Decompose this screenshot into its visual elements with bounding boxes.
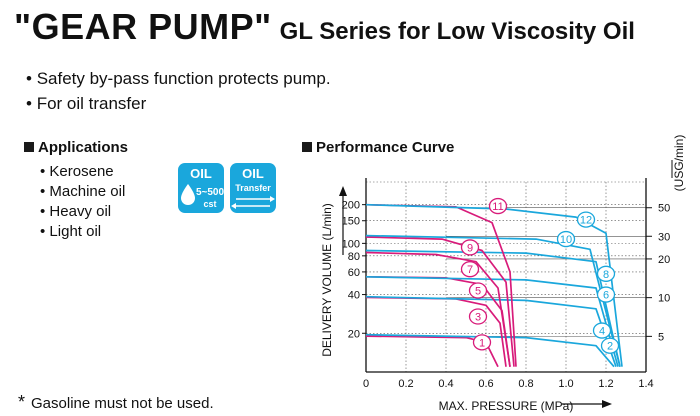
curve-label-6: 6 <box>603 290 609 302</box>
x-tick-label: 1.0 <box>558 378 573 390</box>
chart-axes: 0 0.2 0.4 0.6 0.8 1.0 1.2 1.4204060801001502005… <box>339 160 673 408</box>
y-tick-label: 80 <box>348 251 360 263</box>
curve-label-circle-6 <box>596 286 616 303</box>
applications-list: Kerosene Machine oil Heavy oil Light oil <box>40 162 125 242</box>
y2-tick-label: 20 <box>658 254 670 266</box>
curve-label-circle-12 <box>576 211 596 228</box>
application-item: Heavy oil <box>40 202 125 222</box>
curve-label-4: 4 <box>599 326 605 338</box>
feature-item: Safety by-pass function protects pump. <box>26 66 331 91</box>
curve-label-circle-8 <box>596 265 616 282</box>
x-tick-label: 0.8 <box>518 378 533 390</box>
curve-label-2: 2 <box>607 341 613 353</box>
series-line-5 <box>365 275 511 367</box>
y-tick-label: 60 <box>348 267 360 279</box>
application-item: Kerosene <box>40 162 125 182</box>
curve-label-circle-11 <box>488 197 508 215</box>
series-line-11 <box>365 203 517 367</box>
curve-label-10: 10 <box>560 234 572 246</box>
x-tick-label: 0.6 <box>478 378 493 390</box>
application-item: Light oil <box>40 222 125 242</box>
curve-label-circle-1 <box>472 334 492 351</box>
y2-tick-label: 5 <box>658 331 664 343</box>
curve-label-circle-4 <box>592 322 612 339</box>
curve-label-1: 1 <box>479 337 485 349</box>
feature-list: Safety by-pass function protects pump. F… <box>26 66 331 116</box>
footnote-star: * <box>18 392 26 412</box>
x-tick-label: 1.2 <box>598 378 613 390</box>
series-line-9 <box>365 236 515 367</box>
curve-label-12: 12 <box>580 215 592 227</box>
performance-heading-label: Performance Curve <box>316 139 455 156</box>
curve-label-5: 5 <box>475 286 481 298</box>
series-line-8 <box>365 249 621 367</box>
footnote-text: Gasoline must not be used. <box>31 395 214 412</box>
application-item: Machine oil <box>40 182 125 202</box>
page-title: "GEAR PUMP" GL Series for Low Viscosity O… <box>14 6 635 48</box>
oil-viscosity-badge: OIL 5~500 cst <box>178 163 224 213</box>
oil-drop-icon: 5~500 cst <box>181 184 224 209</box>
y-axis-title: DELIVERY VOLUME (L/min) <box>320 203 334 357</box>
curve-label-circle-9 <box>460 239 480 256</box>
y-tick-label: 20 <box>348 328 360 340</box>
title-main: "GEAR PUMP" <box>14 6 272 47</box>
series-line-10 <box>365 234 621 367</box>
curve-label-circle-3 <box>468 308 488 325</box>
y-tick-label: 150 <box>342 216 360 228</box>
series-line-7 <box>365 251 511 367</box>
curve-label-3: 3 <box>475 312 481 324</box>
x-axis-arrowhead-icon <box>602 400 612 408</box>
performance-heading: Performance Curve <box>302 139 454 156</box>
y-axis-arrowhead-icon <box>339 186 347 196</box>
transfer-arrows-icon: Transfer <box>231 183 275 209</box>
series-line-2 <box>365 333 615 368</box>
curve-label-circle-2 <box>600 337 620 354</box>
curve-label-circle-10 <box>556 230 576 248</box>
x-tick-label: 1.4 <box>638 378 653 390</box>
chart-series <box>365 203 623 368</box>
curve-label-11: 11 <box>492 201 503 213</box>
applications-heading-label: Applications <box>38 139 129 156</box>
x-axis-title: MAX. PRESSURE (MPa) <box>439 399 574 413</box>
x-tick-label: 0 <box>363 378 369 390</box>
y2-tick-label: 10 <box>658 293 670 305</box>
y2-axis-title: (USG/min) <box>672 135 686 192</box>
badge-transfer-label: Transfer <box>235 183 271 193</box>
applications-heading: Applications <box>24 139 128 156</box>
curve-label-circle-5 <box>468 282 488 299</box>
badge-oil-label: OIL <box>190 166 212 181</box>
y-tick-label: 100 <box>342 238 360 250</box>
square-bullet-icon <box>24 142 34 152</box>
badge-unit: cst <box>203 199 216 209</box>
series-line-3 <box>365 296 507 367</box>
curve-label-8: 8 <box>603 269 609 281</box>
feature-item: For oil transfer <box>26 91 331 116</box>
badge-range: 5~500 <box>196 187 224 198</box>
series-line-4 <box>365 295 617 367</box>
y2-tick-label: 50 <box>658 203 670 215</box>
x-tick-label: 0.4 <box>438 378 453 390</box>
footnote: * Gasoline must not be used. <box>18 392 214 413</box>
badge-oil-label: OIL <box>242 166 264 181</box>
oil-transfer-badge: OIL Transfer <box>230 163 276 213</box>
title-sub: GL Series for Low Viscosity Oil <box>279 18 635 45</box>
y-tick-label: 40 <box>348 290 360 302</box>
curve-label-9: 9 <box>467 242 473 254</box>
y-tick-label: 200 <box>342 200 360 212</box>
square-bullet-icon <box>302 142 312 152</box>
curve-label-circle-7 <box>460 261 480 278</box>
curve-label-7: 7 <box>467 264 473 276</box>
x-tick-label: 0.2 <box>398 378 413 390</box>
y2-tick-label: 30 <box>658 231 670 243</box>
